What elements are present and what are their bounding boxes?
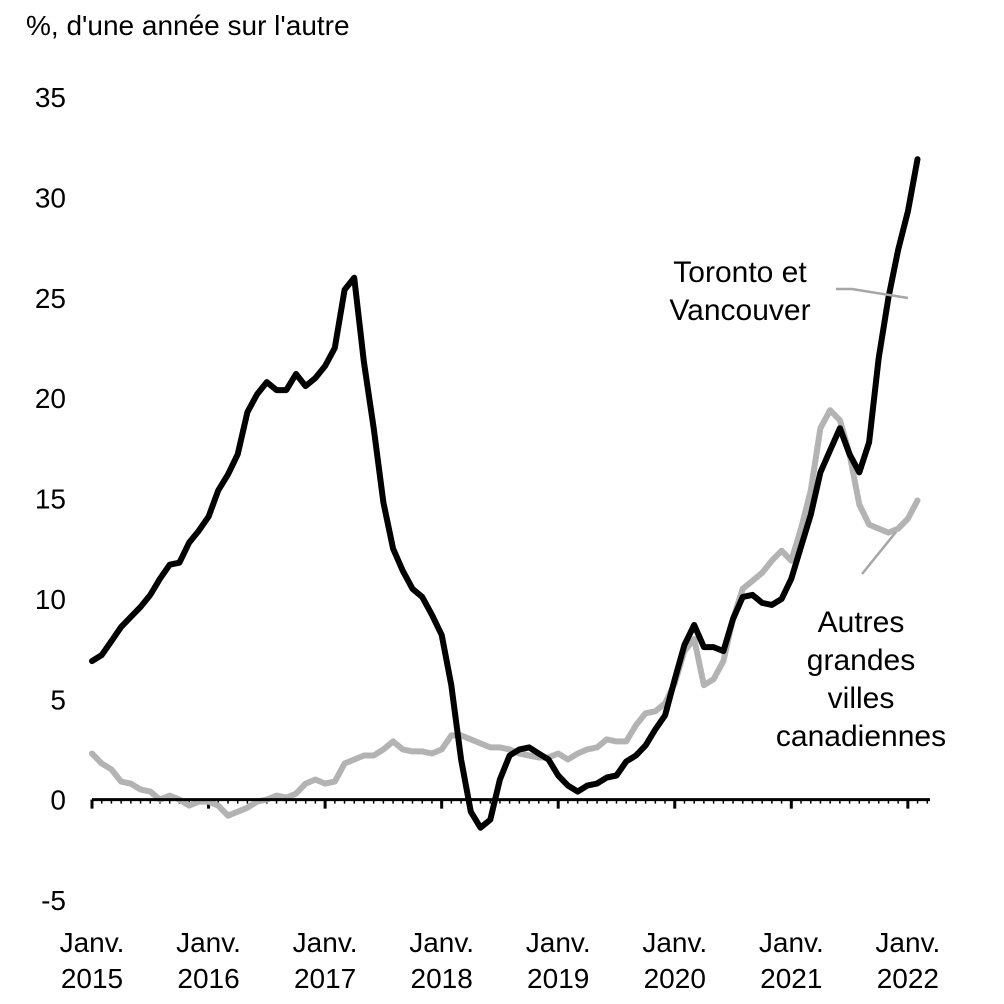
- y-axis-label: %, d'une année sur l'autre: [26, 10, 350, 41]
- annotation-autres-line3: villes: [828, 682, 895, 715]
- annotation-autres-line4: canadiennes: [776, 720, 946, 753]
- x-tick-label-month: Janv.: [409, 927, 474, 958]
- y-tick-label: 25: [35, 283, 66, 314]
- x-tick-label-year: 2020: [644, 963, 706, 994]
- y-tick-label: 30: [35, 182, 66, 213]
- series-line-toronto-vancouver: [89, 156, 921, 831]
- x-tick-label-year: 2017: [294, 963, 356, 994]
- x-tick-label-month: Janv.: [642, 927, 707, 958]
- y-tick-label: 0: [50, 785, 66, 816]
- x-tick-label-year: 2021: [760, 963, 822, 994]
- x-tick-label-month: Janv.: [293, 927, 358, 958]
- y-tick-label: 15: [35, 484, 66, 515]
- x-tick-label-month: Janv.: [526, 927, 591, 958]
- series-layer: [89, 156, 921, 831]
- x-axis-ticks: Janv. 2015 Janv. 2016 Janv. 2017 Janv. 2018 Janv…: [60, 799, 940, 994]
- x-tick-label-year: 2022: [877, 963, 939, 994]
- series-line-autres-grandes-villes: [89, 407, 921, 819]
- x-tick-label-year: 2015: [61, 963, 123, 994]
- y-tick-label: 20: [35, 383, 66, 414]
- y-tick-label: 10: [35, 584, 66, 615]
- annotation-autres-leader: [861, 531, 897, 575]
- x-tick-label-month: Janv.: [176, 927, 241, 958]
- y-tick-label: -5: [41, 885, 66, 916]
- y-axis-ticks: -5 0 5 10 15 20 25 30 35: [35, 82, 66, 916]
- x-tick-label-year: 2018: [411, 963, 473, 994]
- y-tick-label: 5: [50, 684, 66, 715]
- annotations: Toronto et Vancouver Autres grandes vill…: [669, 256, 946, 753]
- annotation-toronto-vancouver-line2: Vancouver: [669, 294, 810, 327]
- y-tick-label: 35: [35, 82, 66, 113]
- annotation-autres-line1: Autres: [818, 606, 905, 639]
- x-tick-label-month: Janv.: [60, 927, 125, 958]
- annotation-toronto-vancouver-line1: Toronto et: [673, 256, 807, 289]
- x-tick-label-month: Janv.: [759, 927, 824, 958]
- x-tick-label-year: 2016: [177, 963, 239, 994]
- x-tick-label-month: Janv.: [875, 927, 940, 958]
- annotation-autres-line2: grandes: [807, 644, 915, 677]
- annotation-toronto-vancouver-leader: [836, 287, 909, 300]
- x-tick-label-year: 2019: [527, 963, 589, 994]
